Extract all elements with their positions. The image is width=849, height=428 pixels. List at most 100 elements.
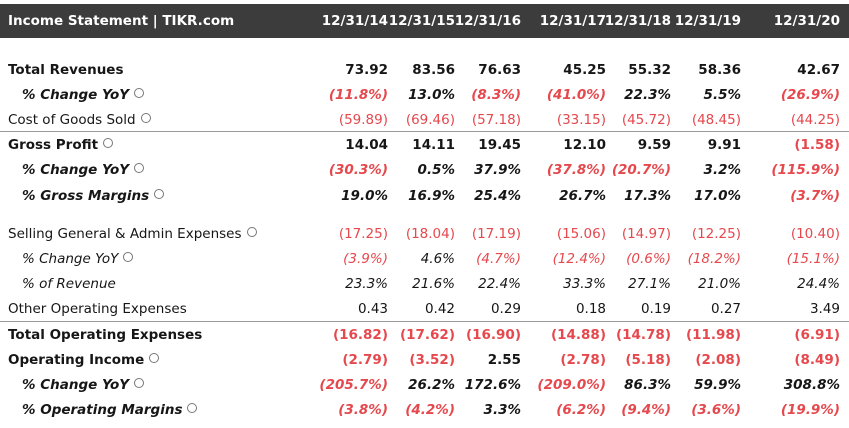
- header-bar: Income Statement | TIKR.com 12/31/14 12/3…: [0, 4, 849, 38]
- value-cell: (18.2%): [687, 251, 741, 267]
- row-label-text: Operating Income: [8, 352, 145, 368]
- value-cell: 5.5%: [703, 87, 741, 103]
- info-icon[interactable]: [134, 88, 145, 98]
- value-cell: 42.67: [797, 62, 840, 78]
- value-cell: (44.25): [790, 112, 840, 128]
- row-label-text: Cost of Goods Sold: [8, 112, 136, 128]
- value-cell: 45.25: [563, 62, 606, 78]
- row-label-text: % of Revenue: [22, 276, 116, 292]
- value-cell: 12.10: [563, 137, 606, 153]
- value-cell: 9.59: [637, 137, 671, 153]
- value-cell: (16.82): [332, 327, 388, 343]
- row-label-text: % Change YoY: [22, 162, 130, 178]
- value-cell: (16.90): [465, 327, 521, 343]
- value-cell: (0.6%): [626, 251, 671, 267]
- value-cell: (69.46): [405, 112, 455, 128]
- column-header: 12/31/15: [388, 13, 455, 29]
- value-cell: (59.89): [338, 112, 388, 128]
- row-divider: [0, 321, 849, 322]
- value-cell: 19.45: [478, 137, 521, 153]
- value-cell: (8.49): [794, 352, 840, 368]
- row-label-text: Total Operating Expenses: [8, 327, 203, 343]
- row-label: Operating Income: [8, 351, 160, 369]
- row-label: % of Revenue: [22, 275, 116, 293]
- row-label: Cost of Goods Sold: [8, 111, 151, 129]
- row-label: % Change YoY: [22, 161, 145, 179]
- info-icon[interactable]: [149, 353, 160, 363]
- info-icon[interactable]: [134, 163, 145, 173]
- row-label-text: % Gross Margins: [22, 188, 150, 204]
- value-cell: (3.7%): [790, 188, 840, 204]
- column-header: 12/31/20: [773, 13, 840, 29]
- row-label: % Change YoY: [22, 376, 145, 394]
- value-cell: (48.45): [691, 112, 741, 128]
- value-cell: (26.9%): [780, 87, 840, 103]
- value-cell: 27.1%: [628, 276, 671, 292]
- value-cell: (15.1%): [786, 251, 840, 267]
- row-divider: [0, 131, 849, 132]
- value-cell: (2.79): [342, 352, 388, 368]
- row-label-text: Selling General & Admin Expenses: [8, 226, 242, 242]
- info-icon[interactable]: [123, 252, 134, 262]
- table-title: Income Statement | TIKR.com: [8, 13, 235, 29]
- value-cell: 0.43: [357, 301, 388, 317]
- value-cell: 0.29: [490, 301, 521, 317]
- row-label-text: % Change YoY: [22, 251, 119, 267]
- column-header: 12/31/16: [454, 13, 521, 29]
- value-cell: (19.9%): [780, 402, 840, 418]
- value-cell: (45.72): [621, 112, 671, 128]
- value-cell: 0.42: [424, 301, 455, 317]
- info-icon[interactable]: [246, 227, 257, 237]
- row-label: Gross Profit: [8, 136, 114, 154]
- info-icon[interactable]: [134, 378, 145, 388]
- value-cell: (4.7%): [476, 251, 521, 267]
- value-cell: (209.0%): [537, 377, 606, 393]
- value-cell: 83.56: [412, 62, 455, 78]
- value-cell: (20.7%): [611, 162, 671, 178]
- info-icon[interactable]: [140, 113, 151, 123]
- row-label: % Operating Margins: [22, 401, 198, 419]
- column-header: 12/31/18: [604, 13, 671, 29]
- value-cell: (12.4%): [552, 251, 606, 267]
- value-cell: 26.2%: [408, 377, 455, 393]
- value-cell: (11.98): [685, 327, 741, 343]
- value-cell: (205.7%): [319, 377, 388, 393]
- value-cell: (115.9%): [771, 162, 840, 178]
- value-cell: 0.27: [710, 301, 741, 317]
- value-cell: (11.8%): [328, 87, 388, 103]
- value-cell: 2.55: [487, 352, 521, 368]
- value-cell: 0.18: [575, 301, 606, 317]
- row-label: Other Operating Expenses: [8, 300, 187, 318]
- value-cell: 172.6%: [464, 377, 521, 393]
- value-cell: (6.2%): [556, 402, 606, 418]
- value-cell: (17.62): [399, 327, 455, 343]
- column-header: 12/31/14: [321, 13, 388, 29]
- value-cell: (3.9%): [343, 251, 388, 267]
- info-icon[interactable]: [103, 138, 114, 148]
- row-label: Total Operating Expenses: [8, 326, 202, 344]
- value-cell: (3.8%): [338, 402, 388, 418]
- value-cell: (12.25): [691, 226, 741, 242]
- value-cell: (30.3%): [328, 162, 388, 178]
- value-cell: 3.49: [809, 301, 840, 317]
- row-label-text: % Change YoY: [22, 87, 130, 103]
- row-label-text: % Operating Margins: [22, 402, 183, 418]
- value-cell: 26.7%: [559, 188, 606, 204]
- value-cell: 308.8%: [783, 377, 840, 393]
- value-cell: 0.19: [640, 301, 671, 317]
- value-cell: (14.78): [615, 327, 671, 343]
- info-icon[interactable]: [154, 189, 165, 199]
- row-label: % Change YoY: [22, 250, 134, 268]
- value-cell: 16.9%: [408, 188, 455, 204]
- value-cell: 22.4%: [478, 276, 521, 292]
- column-header: 12/31/17: [539, 13, 606, 29]
- value-cell: (5.18): [625, 352, 671, 368]
- value-cell: (3.52): [409, 352, 455, 368]
- value-cell: 58.36: [698, 62, 741, 78]
- row-label-text: Gross Profit: [8, 137, 99, 153]
- value-cell: 25.4%: [474, 188, 521, 204]
- info-icon[interactable]: [187, 403, 198, 413]
- row-label-text: % Change YoY: [22, 377, 130, 393]
- value-cell: (2.08): [695, 352, 741, 368]
